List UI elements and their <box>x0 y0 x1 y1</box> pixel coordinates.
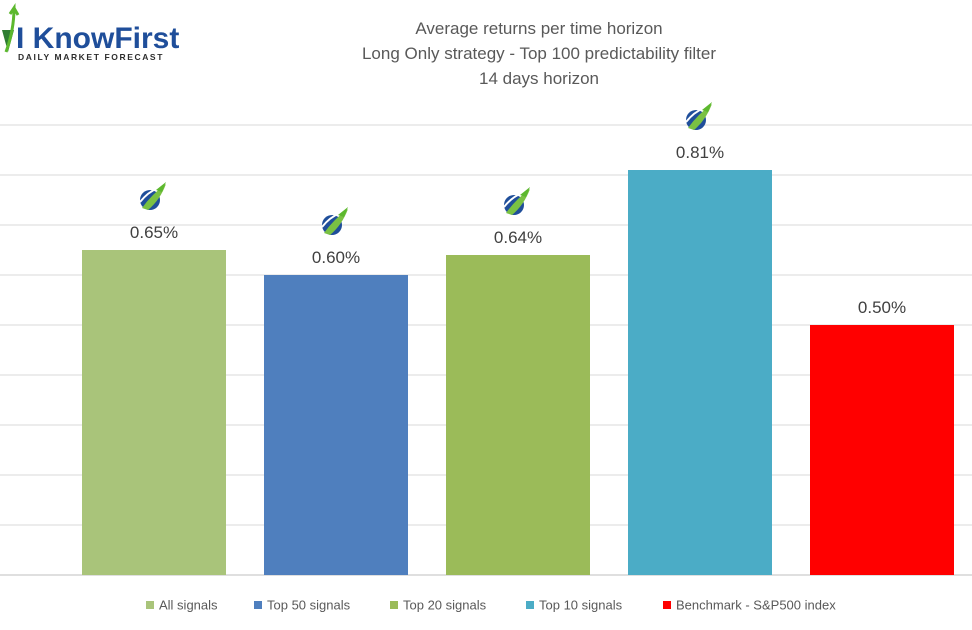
legend: All signals Top 50 signals Top 20 signals T… <box>146 598 836 613</box>
bar <box>82 250 226 575</box>
bar <box>264 275 408 575</box>
data-label: 0.60% <box>312 248 360 267</box>
title-line-3: 14 days horizon <box>479 69 599 88</box>
logo-arrow-icon <box>2 3 20 53</box>
iknowfirst-logo: I KnowFirst Daily Market Forecast <box>2 3 179 62</box>
bar <box>810 325 954 575</box>
legend-swatch <box>146 601 154 609</box>
signal-icons <box>139 102 712 235</box>
chart-title: Average returns per time horizon Long On… <box>362 19 716 88</box>
bars <box>82 170 954 575</box>
data-labels: 0.65% 0.60% 0.64% 0.81% 0.50% <box>130 143 906 317</box>
title-line-1: Average returns per time horizon <box>415 19 662 38</box>
title-line-2: Long Only strategy - Top 100 predictabil… <box>362 44 716 63</box>
bar <box>628 170 772 575</box>
legend-label: Top 20 signals <box>403 598 487 613</box>
legend-label: All signals <box>159 598 218 613</box>
data-label: 0.81% <box>676 143 724 162</box>
data-label: 0.65% <box>130 223 178 242</box>
legend-label: Top 50 signals <box>267 598 351 613</box>
signal-icon <box>139 182 166 210</box>
data-label: 0.50% <box>858 298 906 317</box>
data-label: 0.64% <box>494 228 542 247</box>
logo-tagline: Daily Market Forecast <box>18 52 164 62</box>
legend-swatch <box>390 601 398 609</box>
legend-swatch <box>254 601 262 609</box>
signal-icon <box>685 102 712 130</box>
legend-label: Top 10 signals <box>539 598 623 613</box>
bar <box>446 255 590 575</box>
signal-icon <box>503 187 530 215</box>
signal-icon <box>321 207 348 235</box>
legend-swatch <box>526 601 534 609</box>
legend-label: Benchmark - S&P500 index <box>676 598 836 613</box>
legend-swatch <box>663 601 671 609</box>
logo-name: I KnowFirst <box>16 22 179 55</box>
